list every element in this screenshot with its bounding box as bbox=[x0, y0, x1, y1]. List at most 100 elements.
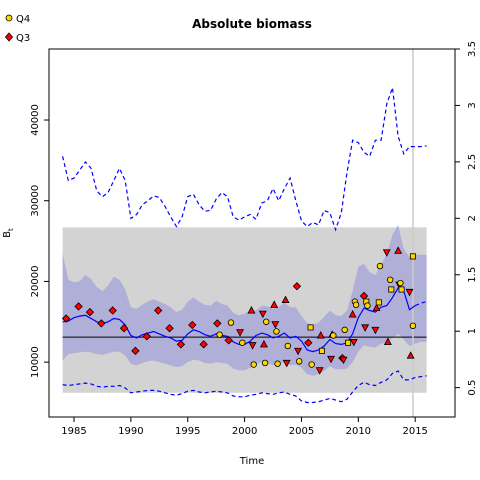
data-point-q3-34 bbox=[294, 347, 303, 356]
data-point-q3-30 bbox=[281, 295, 290, 303]
data-point-q3-70 bbox=[406, 351, 415, 359]
y2-tick-label-5: 3 bbox=[467, 102, 478, 108]
data-point-q3-26 bbox=[270, 300, 279, 308]
data-point-q4-59 bbox=[375, 299, 382, 306]
data-point-q4-72 bbox=[409, 322, 417, 330]
data-point-q3-7 bbox=[142, 332, 151, 341]
y2-tick-label-2: 1.5 bbox=[467, 267, 478, 283]
x-tick-label-0: 1985 bbox=[61, 426, 86, 437]
data-point-q4-32 bbox=[284, 342, 292, 350]
data-point-q3-49 bbox=[348, 310, 357, 318]
y2-tick-label-3: 2 bbox=[467, 215, 478, 221]
confidence-band bbox=[62, 224, 427, 376]
legend-label-q3: Q3 bbox=[16, 33, 30, 44]
data-point-q3-5 bbox=[119, 324, 129, 333]
data-point-q3-11 bbox=[188, 320, 197, 330]
data-point-q3-50 bbox=[349, 338, 358, 347]
data-point-q3-58 bbox=[371, 326, 380, 335]
data-point-q4-67 bbox=[397, 279, 404, 287]
data-point-q4-64 bbox=[388, 286, 395, 293]
data-point-q3-17 bbox=[236, 329, 245, 337]
x-tick-label-4: 2005 bbox=[289, 426, 314, 437]
y-tick-label-1: 20000 bbox=[30, 266, 41, 298]
data-point-q4-16 bbox=[227, 319, 235, 326]
y2-tick-label-4: 2.5 bbox=[467, 154, 478, 170]
data-point-q3-1 bbox=[74, 302, 83, 311]
data-point-q4-56 bbox=[364, 302, 371, 309]
data-point-q3-9 bbox=[165, 324, 174, 333]
data-point-q4-44 bbox=[330, 332, 337, 339]
data-point-q4-68 bbox=[398, 286, 405, 293]
legend-label-q4: Q4 bbox=[16, 14, 30, 25]
y-tick-label-2: 30000 bbox=[30, 185, 41, 217]
y-axis-title-subscript: t bbox=[7, 228, 15, 231]
series-line-estimate bbox=[62, 287, 416, 353]
x-tick-label-6: 2015 bbox=[402, 426, 427, 437]
y2-tick-label-1: 1 bbox=[467, 328, 478, 334]
x-tick-label-5: 2010 bbox=[346, 426, 371, 437]
series-line-forecast bbox=[414, 301, 427, 307]
chart-title: Absolute biomass bbox=[192, 17, 312, 31]
data-point-q3-4 bbox=[108, 306, 117, 315]
data-point-q3-22 bbox=[258, 310, 267, 319]
data-point-q4-24 bbox=[261, 359, 269, 367]
data-point-q3-62 bbox=[383, 337, 392, 345]
confidence-band-layer bbox=[62, 224, 427, 376]
data-point-q3-2 bbox=[85, 307, 95, 317]
svg-text:Bt: Bt bbox=[2, 228, 15, 238]
data-point-q4-60 bbox=[376, 262, 384, 270]
data-point-q3-36 bbox=[304, 338, 313, 347]
data-point-q3-8 bbox=[154, 306, 163, 315]
y-axis-title-group: Bt bbox=[2, 228, 15, 238]
data-point-q4-52 bbox=[352, 301, 360, 309]
data-point-q3-61 bbox=[382, 249, 391, 257]
data-point-q3-31 bbox=[282, 359, 291, 368]
data-point-q4-25 bbox=[263, 318, 270, 325]
x-tick-label-2: 1995 bbox=[175, 426, 200, 437]
data-point-q3-42 bbox=[327, 355, 336, 364]
legend: Q4 Q3 bbox=[4, 14, 30, 44]
series-line-upper bbox=[62, 87, 427, 232]
data-point-q3-13 bbox=[213, 319, 222, 328]
data-point-q3-19 bbox=[247, 306, 256, 314]
data-point-q4-21 bbox=[250, 361, 257, 368]
data-point-q3-40 bbox=[316, 331, 325, 339]
data-point-q4-29 bbox=[274, 360, 281, 367]
data-point-q3-10 bbox=[176, 340, 186, 349]
data-point-q4-28 bbox=[273, 328, 280, 335]
data-point-q4-71 bbox=[409, 253, 416, 260]
data-point-q4-41 bbox=[318, 347, 325, 354]
data-point-q4-37 bbox=[307, 324, 314, 331]
data-point-q3-0 bbox=[61, 314, 71, 323]
legend-marker-q4 bbox=[5, 14, 13, 22]
data-point-q4-38 bbox=[308, 361, 315, 368]
data-point-q4-48 bbox=[345, 339, 352, 346]
data-point-q3-12 bbox=[199, 340, 208, 349]
data-point-q3-6 bbox=[131, 346, 140, 355]
data-point-q4-15 bbox=[216, 331, 223, 338]
y2-tick-label-0: 0.5 bbox=[467, 380, 478, 396]
x-tick-label-3: 2000 bbox=[232, 426, 257, 437]
data-point-q3-33 bbox=[292, 282, 302, 291]
data-point-q4-63 bbox=[386, 276, 394, 284]
data-point-q3-20 bbox=[248, 342, 257, 350]
y-axis-title: B bbox=[2, 231, 13, 238]
data-point-q3-53 bbox=[361, 324, 370, 332]
data-point-q4-47 bbox=[341, 326, 348, 334]
data-point-q3-69 bbox=[405, 288, 414, 297]
y2-tick-label-6: 3.5 bbox=[467, 41, 478, 57]
data-point-q3-57 bbox=[372, 303, 381, 312]
data-point-q3-27 bbox=[271, 321, 280, 329]
legend-marker-q3 bbox=[4, 32, 14, 42]
y-tick-label-3: 40000 bbox=[30, 104, 41, 136]
data-point-q3-14 bbox=[224, 336, 233, 345]
series-line-lower bbox=[62, 370, 427, 404]
y-tick-label-0: 10000 bbox=[30, 346, 41, 378]
data-point-q4-35 bbox=[295, 358, 303, 365]
data-point-q3-3 bbox=[97, 319, 106, 328]
data-point-q4-18 bbox=[239, 339, 246, 346]
axes-layer: 1985 1990 1995 2000 2005 2010 2015100002000030… bbox=[30, 41, 478, 437]
data-point-q3-39 bbox=[315, 367, 324, 375]
